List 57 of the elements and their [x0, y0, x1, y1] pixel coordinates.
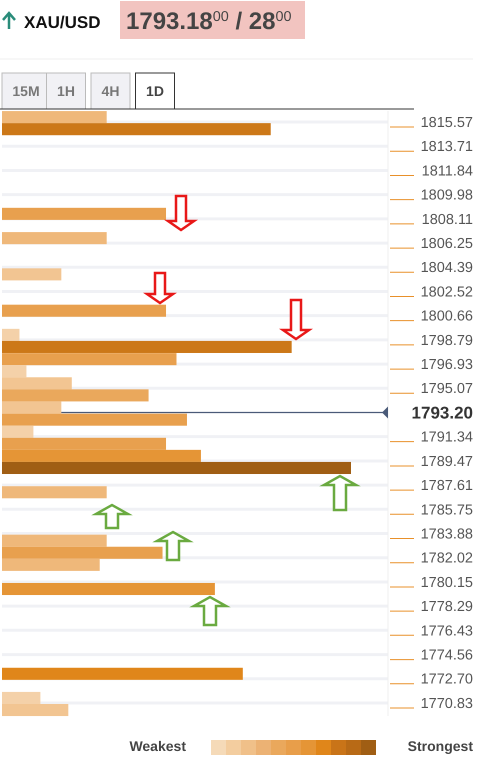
bar — [2, 123, 271, 136]
y-tick-label: 1782.02 — [420, 550, 473, 567]
text: 1H — [57, 83, 75, 99]
bar — [2, 328, 20, 341]
y-tick-label: 1780.15 — [420, 574, 473, 591]
bar — [2, 414, 187, 426]
chart-title: XAU/USD — [24, 13, 101, 32]
bar — [2, 486, 107, 498]
bar — [2, 268, 62, 280]
y-tick-label: 1795.07 — [420, 381, 473, 398]
bar — [2, 704, 68, 716]
bar — [2, 534, 107, 547]
bar — [2, 438, 166, 450]
y-tick-label: 1806.25 — [420, 236, 473, 252]
bar — [2, 582, 215, 596]
y-tick-label: 1787.61 — [420, 478, 473, 494]
y-tick-label: 1802.52 — [420, 284, 473, 300]
y-tick-label: 1791.34 — [420, 430, 473, 446]
bar — [2, 389, 149, 402]
y-tick-label: 1809.98 — [420, 188, 473, 204]
y-tick-label: 1776.43 — [420, 623, 473, 640]
y-tick-label: 1815.57 — [420, 115, 473, 132]
bar — [2, 462, 351, 474]
chart-subtitle: 1793.18$^{00}$ / 28$^{00}$ — [126, 8, 292, 35]
y-tick-label: 1798.79 — [420, 332, 473, 349]
y-tick-label: 1772.70 — [420, 672, 473, 688]
y-tick-label: 1800.66 — [420, 308, 473, 325]
bar — [2, 304, 166, 317]
y-tick-label: 1770.83 — [420, 696, 473, 712]
bar — [2, 111, 107, 124]
text: 15M — [12, 83, 40, 99]
y-tick-label: 1804.39 — [420, 260, 473, 276]
bar — [2, 353, 176, 366]
bar — [2, 558, 100, 571]
bar — [2, 450, 201, 462]
bar — [2, 401, 62, 414]
y-tick-label: 1796.93 — [420, 357, 473, 374]
y-tick-label: 1783.88 — [420, 526, 473, 543]
bar — [2, 340, 292, 353]
text: Strongest — [408, 738, 474, 754]
y-tick-label: 1789.47 — [420, 454, 473, 470]
y-tick-label: 1774.56 — [420, 648, 473, 664]
bar — [2, 668, 243, 680]
bar — [2, 232, 107, 244]
text: Weakest — [129, 738, 186, 754]
y-tick-label: 1811.84 — [422, 163, 473, 180]
bar — [2, 426, 34, 438]
bar — [2, 692, 40, 704]
bar — [2, 377, 72, 390]
text: 4H — [102, 83, 120, 99]
y-tick-label: 1778.29 — [420, 599, 473, 616]
ref-line-label: 1793.20 — [412, 404, 473, 423]
y-tick-label: 1813.71 — [420, 139, 473, 156]
bar — [2, 365, 26, 378]
text: 1D — [146, 83, 164, 99]
y-tick-label: 1808.11 — [422, 212, 473, 228]
y-tick-label: 1785.75 — [420, 502, 473, 518]
